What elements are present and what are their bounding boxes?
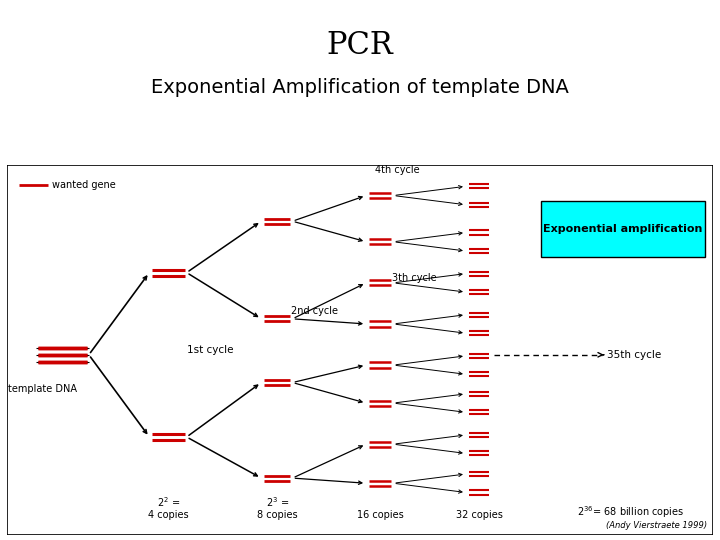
Text: 4th cycle: 4th cycle bbox=[375, 165, 420, 175]
Text: 1st cycle: 1st cycle bbox=[186, 345, 233, 355]
Text: template DNA: template DNA bbox=[8, 383, 77, 394]
Text: $2^{2}$ =
4 copies: $2^{2}$ = 4 copies bbox=[148, 495, 189, 520]
Text: wanted gene: wanted gene bbox=[52, 180, 115, 190]
Text: 32 copies: 32 copies bbox=[456, 510, 503, 520]
Text: (Andy Vierstraete 1999): (Andy Vierstraete 1999) bbox=[606, 522, 707, 530]
Text: 3th cycle: 3th cycle bbox=[392, 273, 437, 283]
Text: 16 copies: 16 copies bbox=[357, 510, 403, 520]
Text: $2^{3}$ =
8 copies: $2^{3}$ = 8 copies bbox=[257, 495, 297, 520]
Text: $2^{36}$= 68 billion copies: $2^{36}$= 68 billion copies bbox=[577, 504, 684, 520]
Text: Exponential amplification: Exponential amplification bbox=[544, 224, 703, 234]
Text: 35th cycle: 35th cycle bbox=[607, 350, 661, 360]
Bar bbox=[541, 201, 705, 257]
Text: PCR: PCR bbox=[327, 30, 393, 60]
Text: Exponential Amplification of template DNA: Exponential Amplification of template DN… bbox=[151, 78, 569, 97]
Text: 2nd cycle: 2nd cycle bbox=[292, 306, 338, 315]
